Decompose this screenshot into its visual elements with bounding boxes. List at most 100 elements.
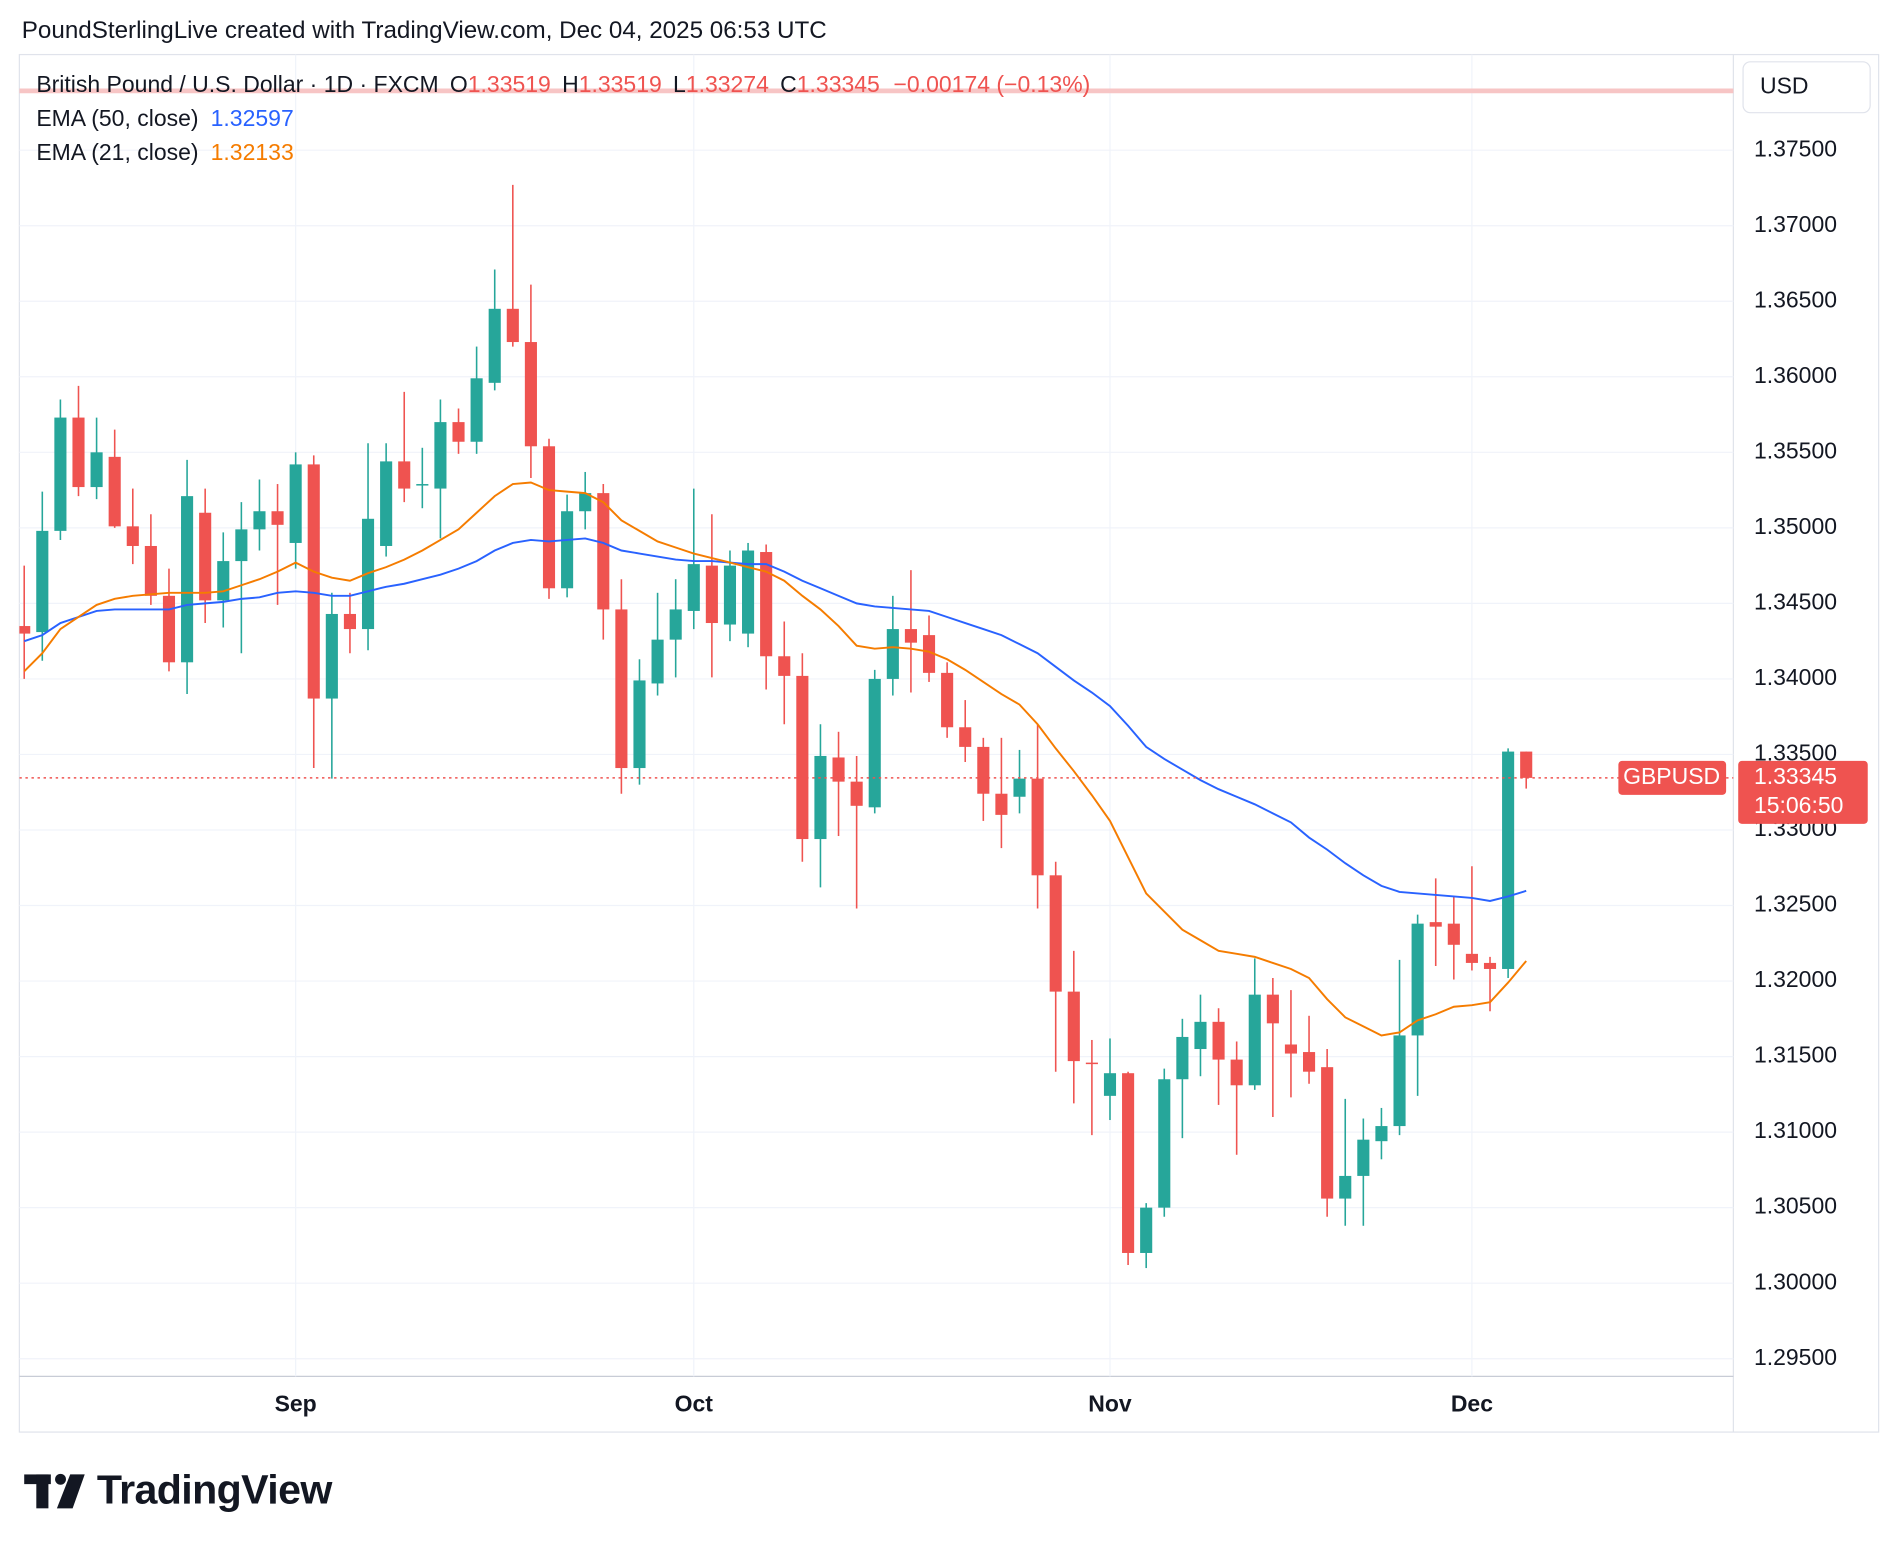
- candle-body: [723, 565, 737, 625]
- countdown: 15:06:50: [1754, 792, 1843, 818]
- open-label: O: [450, 71, 468, 97]
- candle-body: [651, 639, 664, 684]
- low-value: 1.33274: [686, 71, 769, 97]
- price-tag: [1738, 760, 1868, 824]
- open-value: 1.33519: [468, 71, 551, 97]
- candle-body: [1194, 1021, 1207, 1050]
- candle-body: [108, 456, 121, 527]
- candle-body: [488, 308, 501, 383]
- candle-body: [181, 496, 194, 663]
- brand-name: TradingView: [97, 1466, 334, 1512]
- candle-body: [1230, 1059, 1243, 1086]
- candle-body: [1502, 751, 1515, 969]
- candle-body: [1031, 778, 1044, 876]
- candle-body: [343, 613, 356, 630]
- ema50-name: EMA (50, close): [36, 105, 198, 131]
- logo-part: [55, 1473, 66, 1485]
- candle-body: [470, 378, 483, 442]
- close-label: C: [780, 71, 797, 97]
- x-tick-label: Nov: [1088, 1391, 1132, 1417]
- candle-body: [1140, 1207, 1153, 1253]
- candle-body: [1339, 1175, 1352, 1199]
- currency-button[interactable]: [1742, 61, 1871, 114]
- ticker-tag: [1618, 760, 1727, 795]
- candle-body: [1085, 1062, 1098, 1065]
- candle-body: [832, 757, 845, 782]
- candle-body: [19, 626, 31, 634]
- page-header: PoundSterlingLive created with TradingVi…: [22, 17, 827, 44]
- candle-body: [561, 511, 574, 589]
- legend-symbol: British Pound / U.S. Dollar · 1D · FXCM …: [36, 71, 1090, 97]
- y-tick-label: 1.32500: [1754, 891, 1837, 917]
- candle-body: [796, 675, 809, 840]
- price-tag-value: 1.33345: [1754, 763, 1837, 789]
- candle-body: [1067, 991, 1080, 1062]
- candle-body: [868, 678, 881, 808]
- high-label: H: [562, 71, 579, 97]
- candle-body: [90, 452, 103, 488]
- high-value: 1.33519: [579, 71, 662, 97]
- candle-body: [235, 529, 248, 562]
- candle-body: [579, 493, 592, 512]
- candle-body: [1429, 922, 1442, 927]
- candle-body: [1483, 962, 1497, 969]
- candle-body: [814, 755, 827, 840]
- y-tick-label: 1.32000: [1754, 966, 1837, 992]
- candle-body: [72, 417, 85, 488]
- candle-body: [742, 550, 755, 634]
- candle-body: [1158, 1079, 1171, 1208]
- y-tick-label: 1.37500: [1754, 135, 1837, 161]
- logo-part: [36, 1474, 49, 1509]
- candle-body: [669, 609, 682, 640]
- candle-body: [289, 464, 302, 543]
- y-tick-label: 1.37000: [1754, 211, 1837, 237]
- candle-body: [524, 342, 537, 447]
- candle-body: [217, 561, 230, 601]
- close-value: 1.33345: [797, 71, 880, 97]
- ticker-label: GBPUSD: [1623, 763, 1720, 789]
- candle-body: [1357, 1139, 1370, 1176]
- y-tick-label: 1.30000: [1754, 1268, 1837, 1294]
- y-tick-label: 1.31000: [1754, 1117, 1837, 1143]
- x-tick-label: Dec: [1451, 1391, 1493, 1417]
- y-tick-label: 1.34500: [1754, 588, 1837, 614]
- logo-part: [56, 1474, 85, 1509]
- candle-body: [977, 746, 990, 794]
- candle-body: [542, 446, 556, 589]
- candle-body: [959, 727, 972, 747]
- candle-body: [1103, 1073, 1117, 1096]
- candle-body: [398, 461, 411, 489]
- currency-label[interactable]: USD: [1760, 72, 1809, 98]
- candle-body: [1321, 1067, 1334, 1199]
- candle-body: [778, 656, 791, 676]
- y-tick-label: 1.29500: [1754, 1344, 1837, 1370]
- x-tick-label: Sep: [275, 1391, 317, 1417]
- candle-body: [1393, 1035, 1406, 1127]
- candle-body: [1013, 778, 1026, 797]
- chart-frame: [18, 53, 1880, 1433]
- candle-body: [995, 793, 1008, 815]
- candle-body: [615, 609, 628, 769]
- x-tick-label: Oct: [675, 1391, 714, 1417]
- candle-body: [1122, 1073, 1135, 1253]
- candle-body: [144, 545, 157, 596]
- candle-body: [1284, 1044, 1298, 1054]
- candle-body: [922, 635, 936, 673]
- candle-body: [941, 672, 954, 728]
- ema50-value: 1.32597: [211, 105, 294, 131]
- ema21-value: 1.32133: [211, 139, 294, 165]
- candle-body: [1248, 994, 1261, 1086]
- candle-body: [271, 511, 284, 525]
- candle-body: [1212, 1021, 1225, 1060]
- candle-body: [126, 526, 139, 546]
- y-tick-label: 1.30500: [1754, 1193, 1837, 1219]
- candle-body: [325, 613, 338, 699]
- ema-line: [23, 481, 1527, 1037]
- candle-body: [760, 552, 773, 657]
- candle-body: [1302, 1052, 1316, 1072]
- candle-body: [633, 680, 646, 769]
- candle-body: [506, 308, 519, 343]
- candle-body: [1447, 923, 1460, 945]
- y-tick-label: 1.34000: [1754, 664, 1837, 690]
